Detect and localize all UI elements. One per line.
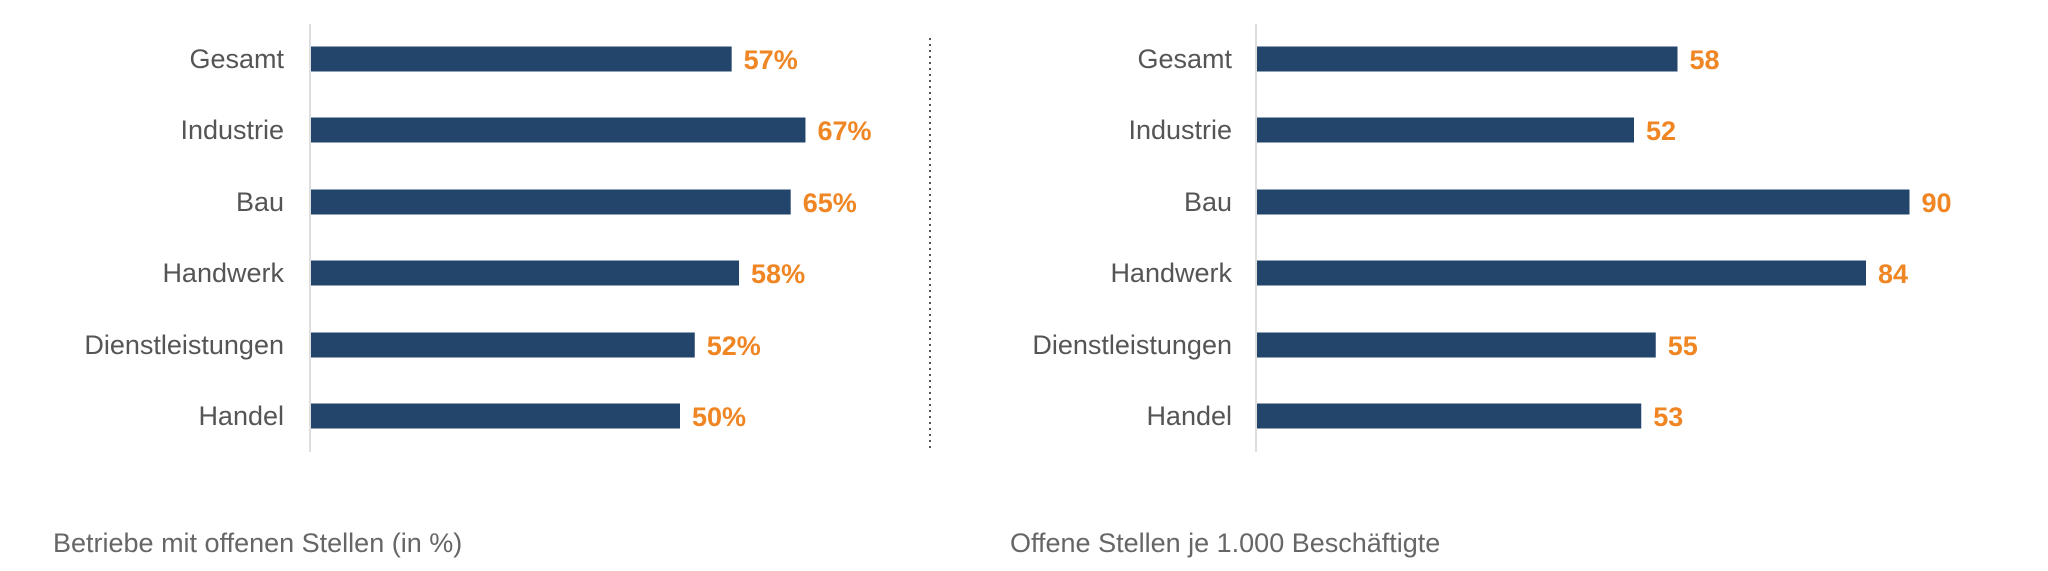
right-bar [1257,260,1866,286]
right-bar [1257,403,1642,429]
right-category-label: Industrie [1128,115,1232,145]
left-category-label: Handwerk [162,258,284,288]
chart-right-title: Offene Stellen je 1.000 Beschäftigte [1010,528,1441,558]
right-value-label: 58 [1690,45,1720,75]
right-bar [1257,189,1910,215]
left-value-label: 50% [692,402,746,432]
left-bar [311,189,791,215]
left-category-label: Handel [198,401,284,431]
right-bar [1257,332,1656,358]
left-value-label: 57% [744,45,798,75]
left-bar [311,260,740,286]
right-value-label: 53 [1653,402,1683,432]
left-bar [311,403,680,429]
right-category-label: Handwerk [1110,258,1232,288]
chart-right: Gesamt 58 Industrie 52 Bau 90 Handwerk 84 Dienst… [1032,24,1952,452]
left-value-label: 52% [707,331,761,361]
right-value-label: 84 [1878,259,1908,289]
right-bar [1257,117,1634,143]
right-category-label: Dienstleistungen [1032,330,1232,360]
left-bar [311,332,695,358]
right-category-label: Handel [1146,401,1232,431]
left-bar [311,117,806,143]
right-value-label: 52 [1646,116,1676,146]
right-bar [1257,46,1678,72]
chart-left: Gesamt 57% Industrie 67% Bau 65% Handwerk 58% Di… [84,24,872,452]
right-value-label: 90 [1922,188,1952,218]
left-category-label: Industrie [180,115,284,145]
right-category-label: Gesamt [1137,44,1232,74]
right-value-label: 55 [1668,331,1698,361]
left-value-label: 65% [803,188,857,218]
left-value-label: 58% [751,259,805,289]
left-category-label: Gesamt [189,44,284,74]
left-value-label: 67% [817,116,871,146]
right-category-label: Bau [1184,187,1232,217]
left-category-label: Dienstleistungen [84,330,284,360]
chart-left-title: Betriebe mit offenen Stellen (in %) [53,528,463,558]
left-category-label: Bau [236,187,284,217]
left-bar [311,46,732,72]
